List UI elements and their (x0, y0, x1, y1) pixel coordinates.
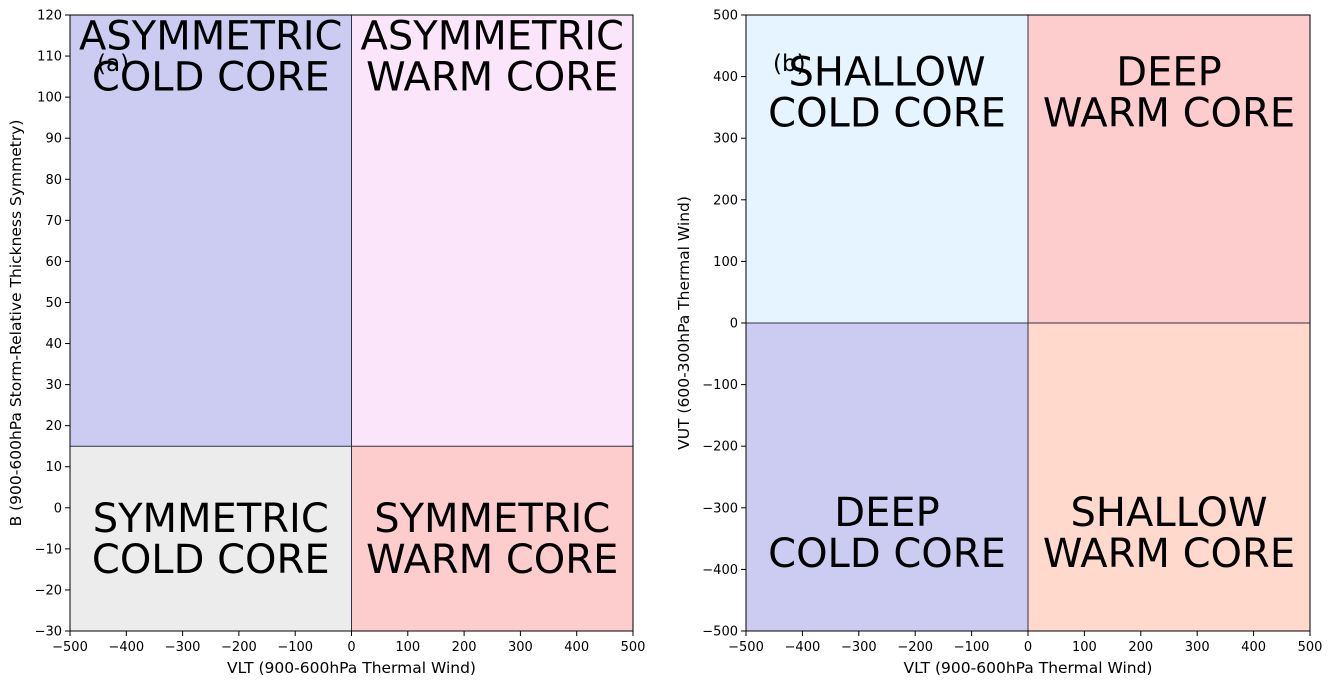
region-label: SYMMETRIC (93, 496, 329, 542)
region-label: ASYMMETRIC (361, 14, 624, 60)
region-fill (70, 446, 352, 631)
x-tick-label: 200 (452, 640, 477, 655)
region-label: WARM CORE (366, 55, 618, 101)
y-tick-label: −20 (35, 583, 62, 598)
x-tick-label: −400 (785, 640, 821, 655)
y-tick-label: −200 (702, 440, 738, 455)
y-tick-label: −100 (702, 378, 738, 393)
x-tick-label: 400 (1241, 640, 1266, 655)
y-tick-label: 120 (37, 9, 62, 24)
y-tick-label: 100 (713, 255, 738, 270)
y-tick-label: −10 (35, 542, 62, 557)
x-tick-label: −400 (108, 640, 144, 655)
x-tick-label: −500 (728, 640, 764, 655)
y-tick-label: −30 (35, 625, 62, 640)
x-axis-label: VLT (900-600hPa Thermal Wind) (904, 659, 1153, 677)
region-label: SYMMETRIC (374, 496, 610, 542)
region-label: COLD CORE (768, 531, 1006, 577)
region-fill (1028, 15, 1310, 323)
x-axis-label: VLT (900-600hPa Thermal Wind) (227, 659, 476, 677)
region-label: COLD CORE (92, 537, 330, 583)
x-tick-label: 100 (395, 640, 420, 655)
x-tick-label: 100 (1072, 640, 1097, 655)
region-label: WARM CORE (1043, 91, 1295, 137)
panel-label: (b) (773, 51, 806, 77)
x-tick-label: −500 (52, 640, 88, 655)
x-tick-label: 200 (1128, 640, 1153, 655)
y-tick-label: 80 (45, 173, 62, 188)
region-label: DEEP (1116, 50, 1221, 96)
y-tick-label: 10 (45, 460, 62, 475)
region-label: ASYMMETRIC (79, 14, 342, 60)
x-tick-label: −100 (954, 640, 990, 655)
y-tick-label: 500 (713, 9, 738, 24)
region-label: DEEP (834, 490, 939, 536)
y-tick-label: 0 (730, 317, 738, 332)
y-tick-label: −300 (702, 501, 738, 516)
region-label: WARM CORE (1043, 531, 1295, 577)
x-tick-label: 400 (564, 640, 589, 655)
x-tick-label: 0 (347, 640, 355, 655)
y-tick-label: 70 (45, 214, 62, 229)
region-fill (70, 15, 352, 447)
region-fill (746, 15, 1028, 323)
x-tick-label: −200 (221, 640, 257, 655)
region-label: WARM CORE (366, 537, 618, 583)
panel-label: (a) (97, 51, 129, 77)
y-tick-label: 0 (54, 501, 62, 516)
region-label: COLD CORE (768, 91, 1006, 137)
y-tick-label: 300 (713, 132, 738, 147)
region-label: COLD CORE (92, 55, 330, 101)
region-fill (351, 15, 633, 447)
x-tick-label: −200 (897, 640, 933, 655)
y-tick-label: 400 (713, 70, 738, 85)
x-tick-label: 500 (1298, 640, 1323, 655)
y-tick-label: 40 (45, 337, 62, 352)
x-tick-label: −100 (277, 640, 313, 655)
y-tick-label: 90 (45, 132, 62, 147)
region-fill (1028, 323, 1310, 631)
x-tick-label: −300 (841, 640, 877, 655)
y-tick-label: −400 (702, 563, 738, 578)
y-tick-label: 50 (45, 296, 62, 311)
x-tick-label: 0 (1024, 640, 1032, 655)
x-tick-label: 300 (1185, 640, 1210, 655)
y-tick-label: 110 (37, 50, 62, 65)
x-tick-label: 300 (508, 640, 533, 655)
region-label: SHALLOW (1070, 490, 1267, 536)
region-label: SHALLOW (788, 50, 985, 96)
y-tick-label: 30 (45, 378, 62, 393)
y-tick-label: 100 (37, 91, 62, 106)
y-tick-label: 60 (45, 255, 62, 270)
y-axis-label: VUT (600-300hPa Thermal Wind) (675, 196, 693, 450)
y-tick-label: 200 (713, 193, 738, 208)
y-tick-label: −500 (702, 625, 738, 640)
y-tick-label: 20 (45, 419, 62, 434)
x-tick-label: −300 (165, 640, 201, 655)
y-axis-label: B (900-600hPa Storm-Relative Thickness S… (7, 120, 25, 527)
x-tick-label: 500 (621, 640, 646, 655)
region-fill (746, 323, 1028, 631)
region-fill (351, 446, 633, 631)
